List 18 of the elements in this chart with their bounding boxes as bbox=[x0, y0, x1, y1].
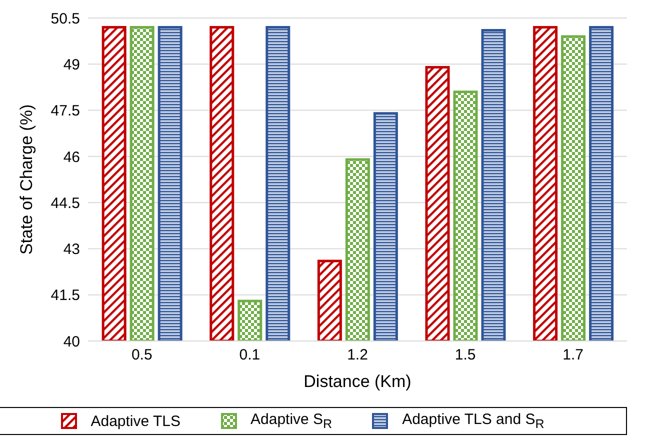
x-axis-title: Distance (Km) bbox=[304, 372, 412, 391]
y-tick-label: 46 bbox=[63, 148, 80, 166]
legend-label: Adaptive S$_{R}$ bbox=[250, 411, 332, 431]
x-tick-label: 1.5 bbox=[454, 346, 476, 364]
x-tick-label: 0.5 bbox=[131, 346, 152, 364]
y-tick-label: 49 bbox=[63, 56, 80, 74]
y-tick-label: 41.5 bbox=[50, 287, 80, 304]
y-tick-label: 50.5 bbox=[50, 10, 80, 28]
y-tick-label: 47.5 bbox=[50, 102, 80, 120]
y-tick-label: 43 bbox=[63, 241, 80, 258]
y-tick-label: 40 bbox=[63, 333, 80, 350]
x-tick-label: 0.1 bbox=[239, 346, 260, 364]
legend-label: Adaptive TLS bbox=[90, 412, 180, 430]
x-tick-label: 1.2 bbox=[347, 346, 368, 364]
y-tick-label: 44.5 bbox=[50, 194, 80, 212]
x-tick-label: 1.7 bbox=[562, 346, 584, 364]
legend-label: Adaptive TLS and S$_{R}$ bbox=[402, 411, 544, 431]
y-axis-title: State of Charge (%) bbox=[17, 104, 36, 255]
